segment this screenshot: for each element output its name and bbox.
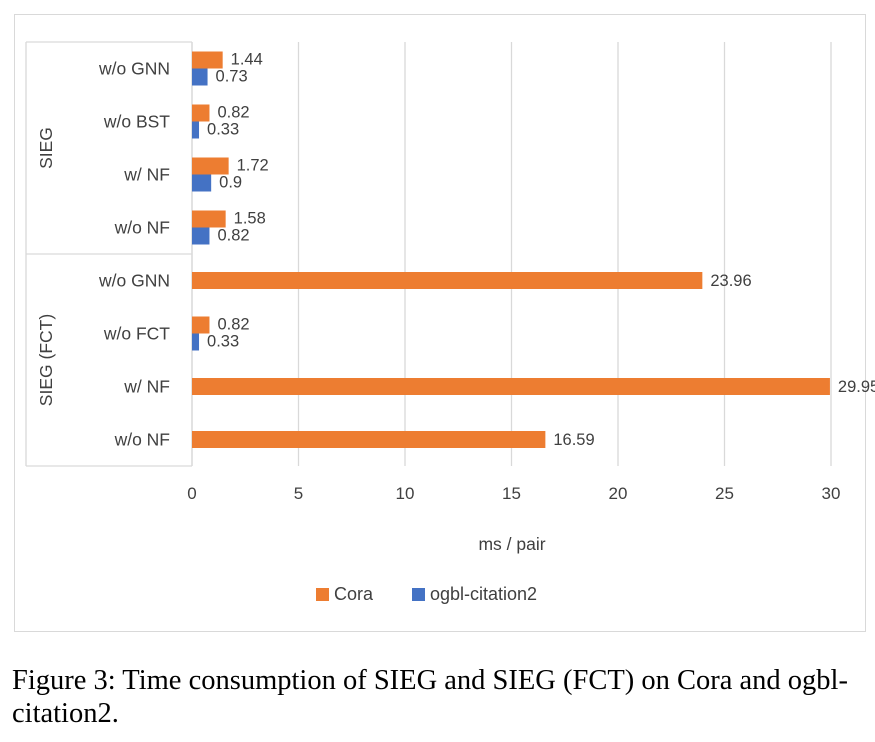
figure-caption: Figure 3: Time consumption of SIEG and S… (12, 665, 848, 729)
x-tick-label: 25 (715, 484, 734, 503)
data-label-ogbl-citation2: 0.33 (207, 333, 239, 351)
data-label-cora: 0.82 (217, 104, 249, 122)
bar-cora (192, 104, 210, 122)
data-label-cora: 23.96 (710, 272, 751, 290)
group-label: SIEG (FCT) (36, 314, 56, 406)
legend-swatch-ogbl-citation2 (412, 588, 425, 601)
category-label: w/ NF (123, 165, 170, 185)
legend-swatch-cora (316, 588, 329, 601)
data-label-cora: 0.82 (217, 316, 249, 334)
data-label-cora: 29.95 (838, 378, 875, 396)
bar-ogbl-citation2 (192, 174, 212, 192)
bar-cora (192, 378, 830, 395)
data-label-ogbl-citation2: 0.33 (207, 121, 239, 139)
category-axis: 0 5 10 15 20 25 30 SIEG SIEG (FCT) w/o GNN w/o BST… (25, 41, 841, 503)
bar-ogbl-citation2 (192, 68, 208, 86)
category-label: w/o NF (114, 218, 170, 238)
data-label-ogbl-citation2: 0.9 (219, 174, 242, 192)
data-label-ogbl-citation2: 0.73 (216, 68, 248, 86)
bar-ogbl-citation2 (192, 121, 200, 139)
bar-cora (192, 272, 703, 289)
category-label: w/o GNN (98, 271, 170, 291)
data-label-ogbl-citation2: 0.82 (217, 227, 249, 245)
category-label: w/o FCT (103, 324, 170, 344)
bar-ogbl-citation2 (192, 333, 200, 351)
data-label-cora: 1.72 (237, 157, 269, 175)
data-label-cora: 1.58 (234, 210, 266, 228)
group-label: SIEG (36, 127, 56, 169)
category-label: w/ NF (123, 377, 170, 397)
bar-cora (192, 157, 229, 175)
x-tick-label: 0 (187, 484, 196, 503)
data-label-cora: 1.44 (231, 51, 263, 69)
x-tick-label: 5 (294, 484, 303, 503)
bar-cora (192, 51, 223, 69)
bar-cora (192, 431, 546, 448)
data-label-cora: 16.59 (553, 431, 594, 449)
x-tick-label: 10 (396, 484, 415, 503)
legend-label-cora: Cora (334, 584, 374, 604)
x-tick-label: 20 (609, 484, 628, 503)
category-label: w/o BST (103, 112, 170, 132)
legend-label-ogbl-citation2: ogbl-citation2 (430, 584, 537, 604)
bar-ogbl-citation2 (192, 227, 210, 245)
x-tick-label: 15 (502, 484, 521, 503)
labels: 1.440.730.820.331.720.91.580.8223.960.82… (207, 51, 875, 450)
bars (192, 51, 830, 448)
category-label: w/o GNN (98, 59, 170, 79)
x-axis-title: ms / pair (478, 534, 545, 554)
bar-cora (192, 316, 210, 334)
gridlines (191, 42, 832, 466)
bar-cora (192, 210, 226, 228)
category-label: w/o NF (114, 430, 170, 450)
x-tick-label: 30 (822, 484, 841, 503)
legend: Cora ogbl-citation2 (316, 584, 537, 604)
